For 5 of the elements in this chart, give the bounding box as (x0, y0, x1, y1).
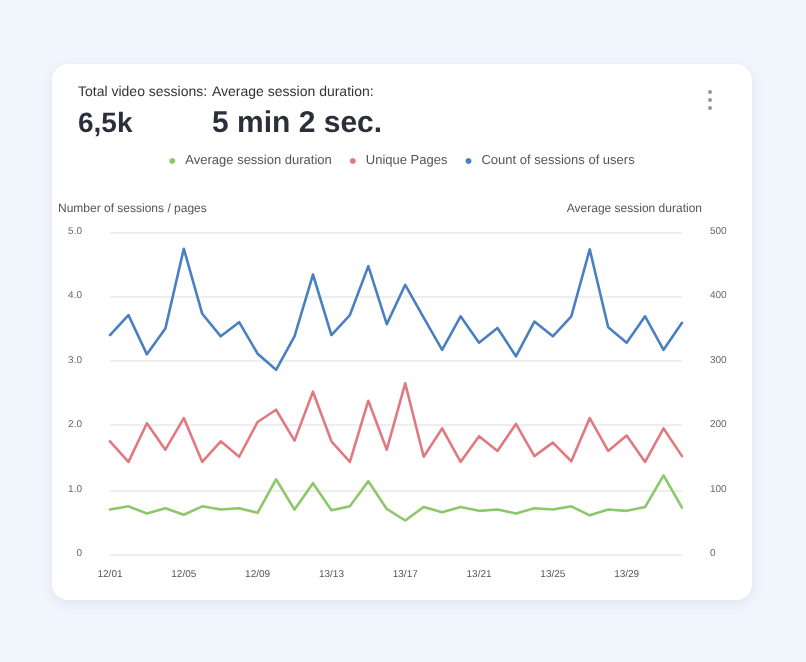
line-series (108, 474, 684, 522)
line-series (108, 382, 684, 464)
line-series (108, 247, 684, 372)
text: 6,5k (78, 106, 135, 138)
text: 5 min 2 sec. (212, 106, 383, 140)
